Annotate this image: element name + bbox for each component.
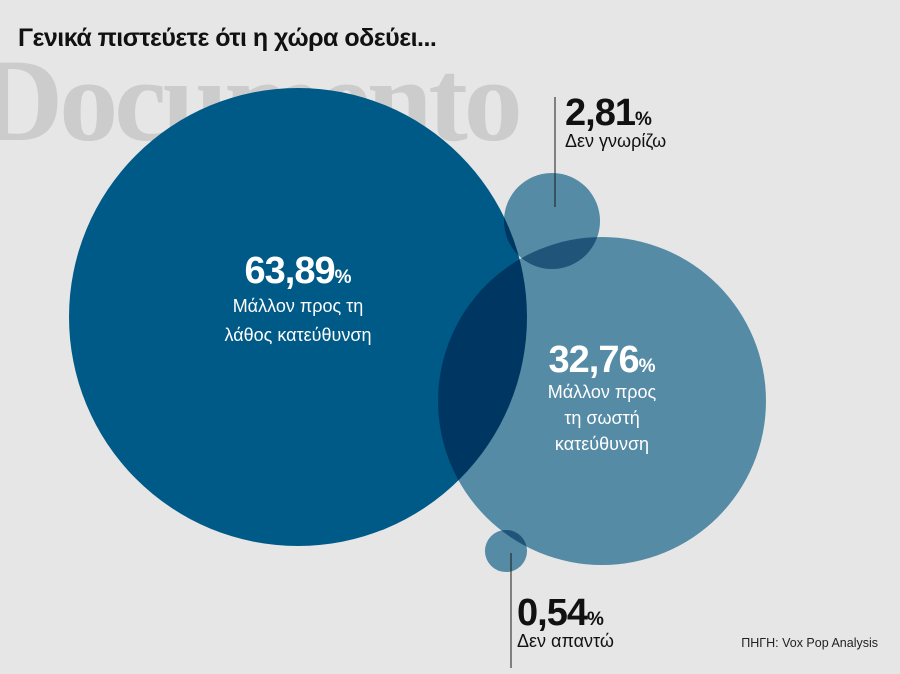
category-label-1-2: λάθος κατεύθυνση <box>225 325 372 345</box>
chart-title: Γενικά πιστεύετε ότι η χώρα οδεύει... <box>18 24 437 52</box>
bubble-4 <box>484 529 528 573</box>
value-label-1: 63,89% <box>245 250 352 292</box>
value-label-4: 0,54% <box>517 592 604 634</box>
category-label-4-1: Δεν απαντώ <box>517 631 614 651</box>
category-label-2-3: κατεύθυνση <box>555 434 649 454</box>
bubble-2 <box>438 237 766 565</box>
bubble-3 <box>503 172 601 270</box>
category-label-2-1: Μάλλον προς <box>548 382 657 402</box>
bubble-1 <box>69 88 527 546</box>
source-note: ΠΗΓΗ: Vox Pop Analysis <box>741 636 878 650</box>
category-label-2-2: τη σωστή <box>564 408 640 428</box>
category-label-1-1: Μάλλον προς τη <box>233 296 364 316</box>
category-label-3-1: Δεν γνωρίζω <box>565 131 666 151</box>
value-label-3: 2,81% <box>565 92 652 134</box>
value-label-2: 32,76% <box>549 339 656 381</box>
